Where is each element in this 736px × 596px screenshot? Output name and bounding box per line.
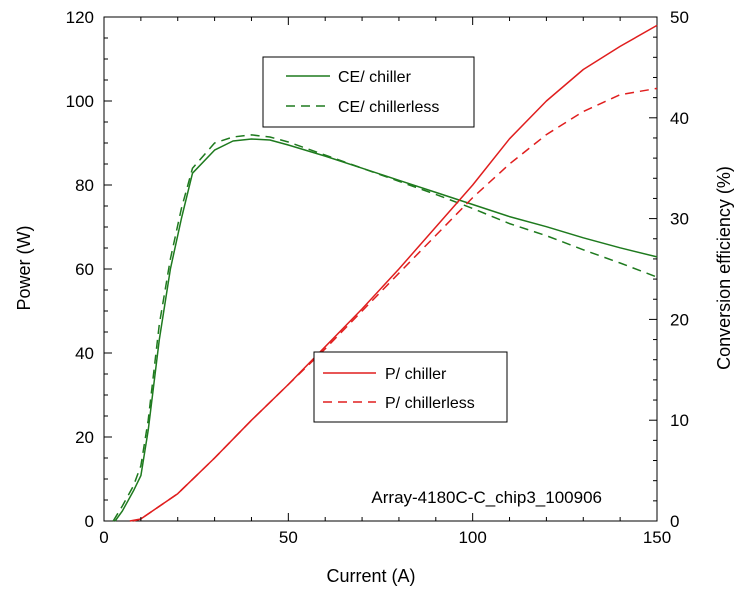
- x-tick-label: 100: [458, 528, 486, 547]
- y-right-tick-label: 0: [670, 512, 679, 531]
- y-left-tick-label: 120: [66, 8, 94, 27]
- legend-ce-chillerless-label: CE/ chillerless: [338, 99, 439, 116]
- y-left-tick-label: 100: [66, 92, 94, 111]
- legend-ce-box: [262, 56, 475, 128]
- x-tick-label: 0: [99, 528, 108, 547]
- chip-annotation: Array-4180C-C_chip3_100906: [371, 488, 602, 507]
- y-left-tick-label: 80: [75, 176, 94, 195]
- x-tick-label: 50: [279, 528, 298, 547]
- legend-p: P/ chiller P/ chillerless: [313, 351, 508, 423]
- series-line-p-chillerless: [129, 87, 658, 522]
- y-right-tick-label: 50: [670, 8, 689, 27]
- y-axis-label-right: Conversion efficiency (%): [714, 166, 734, 370]
- legend-ce: CE/ chiller CE/ chillerless: [262, 56, 475, 128]
- y-right-tick-label: 10: [670, 411, 689, 430]
- series-line-ce-chiller: [114, 138, 658, 522]
- y-right-tick-label: 20: [670, 310, 689, 329]
- y-left-tick-label: 40: [75, 344, 94, 363]
- y-axis-label-left: Power (W): [14, 226, 34, 311]
- x-tick-label: 150: [643, 528, 671, 547]
- y-left-tick-label: 20: [75, 428, 94, 447]
- y-left-tick-label: 60: [75, 260, 94, 279]
- y-right-tick-label: 40: [670, 109, 689, 128]
- legend-p-chillerless-label: P/ chillerless: [385, 395, 475, 412]
- legend-ce-chiller-label: CE/ chiller: [338, 69, 412, 86]
- legend-p-box: [313, 351, 508, 423]
- legend-p-chiller-label: P/ chiller: [385, 366, 447, 383]
- y-left-tick-label: 0: [85, 512, 94, 531]
- series-line-ce-chillerless: [112, 134, 658, 522]
- series-layer: [112, 24, 658, 522]
- x-axis-label: Current (A): [326, 566, 415, 586]
- y-right-tick-label: 30: [670, 210, 689, 229]
